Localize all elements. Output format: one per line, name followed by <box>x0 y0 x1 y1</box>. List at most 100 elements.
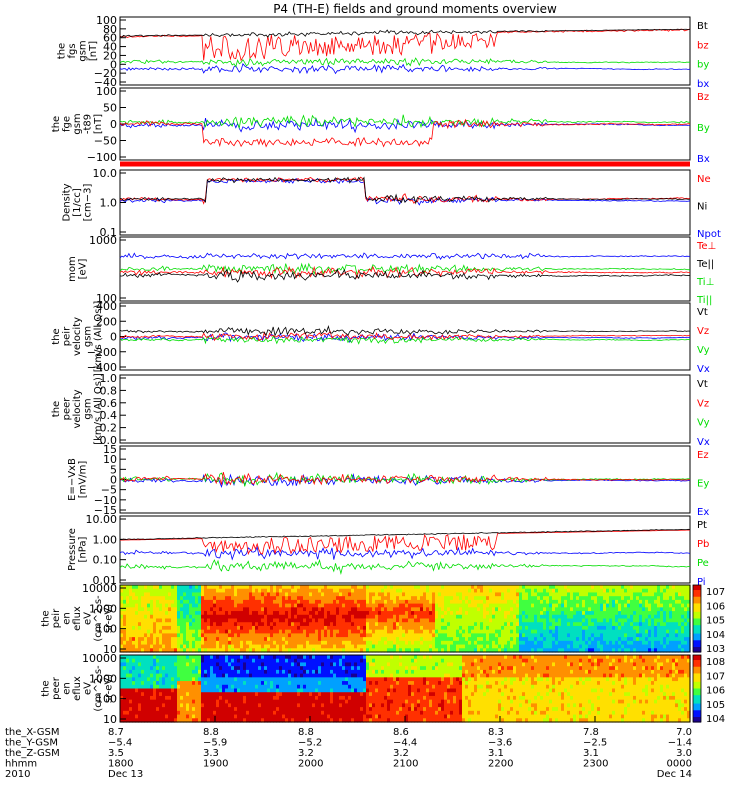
panel-frame <box>120 516 690 583</box>
series-line-red <box>120 120 690 147</box>
colorbar-tick-label: 103 <box>706 644 725 655</box>
y-tick-label: 100 <box>96 85 117 98</box>
series-line-black <box>120 29 690 37</box>
y-tick-label: −100 <box>87 151 117 164</box>
y-tick-label: 10000 <box>82 582 117 595</box>
legend-entry: Pb <box>697 539 709 550</box>
y-axis-label: fge <box>62 116 73 132</box>
y-axis-label: [nT] <box>93 114 104 134</box>
legend-entry: Npot <box>697 229 721 240</box>
y-tick-label: 0 <box>110 331 117 344</box>
y-tick-label: 50 <box>103 102 117 115</box>
panel-frame <box>120 17 690 85</box>
y-axis-label: gsm <box>83 398 94 419</box>
legend-entry: Ex <box>697 507 709 518</box>
y-axis-label: gsm <box>77 40 88 61</box>
legend-entry: Vz <box>697 326 709 337</box>
y-tick-label: −50 <box>94 135 117 148</box>
y-axis-label: the <box>51 116 62 132</box>
spectrogram <box>120 585 691 653</box>
y-axis-label: peir <box>51 608 62 628</box>
legend-entry: Ne <box>697 174 711 185</box>
y-axis-label: -t89 <box>83 114 94 134</box>
legend-entry: Vx <box>697 437 710 448</box>
y-axis-label: fgs <box>67 43 78 58</box>
y-axis-label: [cm−3] <box>83 184 94 222</box>
legend-entry: Bt <box>697 21 708 32</box>
series-line-blue <box>120 253 690 259</box>
y-axis-label: Density <box>62 183 73 221</box>
series-line-black <box>120 178 690 204</box>
legend-entry: Vz <box>697 398 709 409</box>
y-axis-label: [1/cc] <box>72 188 83 217</box>
series-line-blue <box>120 64 690 74</box>
y-axis-label: [mV/m] <box>77 461 88 499</box>
y-axis-label: sr-eV) <box>104 604 115 633</box>
y-axis-label: velocity <box>72 317 83 356</box>
y-axis-label: [km/s (All Qs)] <box>93 301 104 373</box>
y-axis-label: the <box>51 328 62 344</box>
y-axis-label: the <box>41 610 52 626</box>
y-tick-label: 0.10 <box>93 554 118 567</box>
colorbar-tick-label: 107 <box>706 587 725 598</box>
series-line-black <box>120 326 690 335</box>
legend-entry: bz <box>697 40 709 51</box>
y-axis-label: [eV] <box>77 259 88 280</box>
y-axis-label: the <box>51 401 62 417</box>
legend-entry: Ti|| <box>696 295 712 306</box>
legend-entry: Ey <box>697 479 709 490</box>
y-axis-label: gsm <box>72 113 83 134</box>
legend-entry: Ni <box>697 202 707 213</box>
legend-entry: Vx <box>697 364 710 375</box>
y-axis-label: gsm <box>83 326 94 347</box>
legend-entry: Te⊥ <box>696 241 716 252</box>
y-tick-label: 1.0 <box>100 197 118 210</box>
legend-entry: Pt <box>697 520 707 531</box>
y-axis-label: Pressure <box>67 528 78 571</box>
y-axis-label: peir <box>62 326 73 346</box>
y-axis-label: [nT] <box>88 41 99 61</box>
series-line-black <box>120 269 690 282</box>
y-axis-label: the <box>56 43 67 59</box>
y-axis-label: [nPa] <box>77 536 88 562</box>
spectrogram <box>120 655 691 723</box>
legend-entry: Vy <box>697 418 710 429</box>
legend-entry: Pe <box>697 558 709 569</box>
legend-entry: Vt <box>697 379 708 390</box>
y-axis-label: mom <box>67 256 78 282</box>
y-tick-label: 10.00 <box>86 513 118 526</box>
figure-title: P4 (TH-E) fields and ground moments over… <box>273 2 557 16</box>
series-line-black <box>120 529 690 539</box>
legend-entry: Vy <box>697 345 710 356</box>
series-line-blue <box>120 118 690 132</box>
y-tick-label: 1000 <box>89 234 117 247</box>
legend-entry: bx <box>697 79 709 90</box>
y-axis-label: (cm^2-s- <box>93 595 104 642</box>
series-line-green <box>120 115 690 128</box>
y-axis-label: E=−VxB <box>67 458 78 501</box>
y-axis-label: peer <box>62 397 73 421</box>
panel-frame <box>120 375 690 443</box>
legend-entry: Vt <box>697 307 708 318</box>
series-line-blue <box>120 547 690 559</box>
legend-entry: by <box>697 60 709 71</box>
legend-entry: Bx <box>697 154 710 165</box>
y-tick-label: 0 <box>110 118 117 131</box>
colorbar-tick-label: 104 <box>706 630 725 641</box>
series-line-green <box>120 58 690 67</box>
y-axis-label: eflux <box>72 606 83 631</box>
legend-entry: Te|| <box>696 259 714 270</box>
y-axis-label: eV <box>83 612 94 625</box>
y-tick-label: 1.00 <box>93 533 118 546</box>
